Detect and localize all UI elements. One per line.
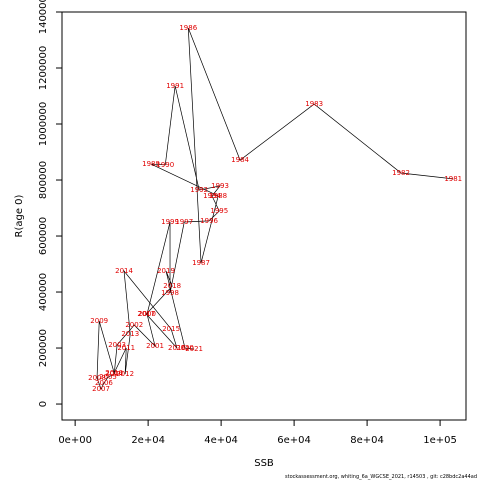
- point-label: 1987: [192, 259, 210, 267]
- point-label: 1984: [231, 156, 249, 164]
- point-label: 2017: [137, 310, 155, 318]
- point-label: 2006: [95, 379, 113, 387]
- point-label: 1986: [179, 24, 197, 32]
- point-label: 1997: [175, 218, 193, 226]
- x-tick-label: 1e+05: [423, 435, 457, 446]
- point-label: 2002: [125, 321, 143, 329]
- point-label: 1981: [444, 175, 462, 183]
- point-label: 2003: [108, 341, 126, 349]
- point-label: 2000: [138, 310, 156, 318]
- point-label: 1992: [190, 186, 208, 194]
- y-tick-label: 0: [38, 401, 49, 407]
- y-tick-label: 800000: [38, 161, 49, 199]
- x-tick-label: 2e+04: [131, 435, 165, 446]
- point-label: 2001: [146, 342, 164, 350]
- x-tick-label: 8e+04: [350, 435, 384, 446]
- y-axis-label: R(age 0): [14, 194, 25, 237]
- point-label: 2005: [99, 373, 117, 381]
- point-label: 2012: [116, 370, 134, 378]
- point-label: 1990: [156, 161, 174, 169]
- point-label: 1993: [211, 182, 229, 190]
- point-label: 2008: [88, 374, 106, 382]
- point-label: 2009: [90, 317, 108, 325]
- x-tick-label: 0e+00: [58, 435, 92, 446]
- point-label: 2011: [117, 344, 135, 352]
- point-label: 2019: [157, 267, 175, 275]
- point-label: 2014: [115, 267, 133, 275]
- point-label: 1983: [305, 100, 323, 108]
- point-label: 2021: [185, 345, 203, 353]
- point-label: 1994: [203, 192, 221, 200]
- y-tick-label: 1200000: [38, 46, 49, 91]
- y-tick-label: 1000000: [38, 102, 49, 147]
- point-label: 2013: [121, 330, 139, 338]
- point-label: 1982: [392, 169, 410, 177]
- point-label: 2010: [105, 369, 123, 377]
- y-tick-label: 1400000: [38, 0, 49, 34]
- point-label: 2018: [163, 282, 181, 290]
- y-tick-label: 200000: [38, 329, 49, 367]
- point-label: 2015: [162, 325, 180, 333]
- point-label: 1999: [161, 218, 179, 226]
- x-tick-label: 4e+04: [204, 435, 238, 446]
- point-label: 1995: [210, 207, 228, 215]
- data-line: [96, 27, 454, 390]
- point-label: 1988: [209, 192, 227, 200]
- point-label: 1989: [142, 160, 160, 168]
- point-label: 2016: [168, 344, 186, 352]
- footnote: stockassessment.org, whiting_6a_WGCSE_20…: [285, 474, 477, 480]
- y-tick-label: 600000: [38, 217, 49, 255]
- x-tick-label: 6e+04: [277, 435, 311, 446]
- point-label: 1998: [161, 289, 179, 297]
- point-label: 1991: [166, 82, 184, 90]
- x-axis-label: SSB: [254, 458, 274, 469]
- point-label: 2007: [92, 385, 110, 393]
- y-tick-label: 400000: [38, 273, 49, 311]
- point-label: 2020: [176, 344, 194, 352]
- plot-frame: [61, 11, 467, 421]
- point-label: 1996: [200, 217, 218, 225]
- point-label: 2004: [105, 370, 123, 378]
